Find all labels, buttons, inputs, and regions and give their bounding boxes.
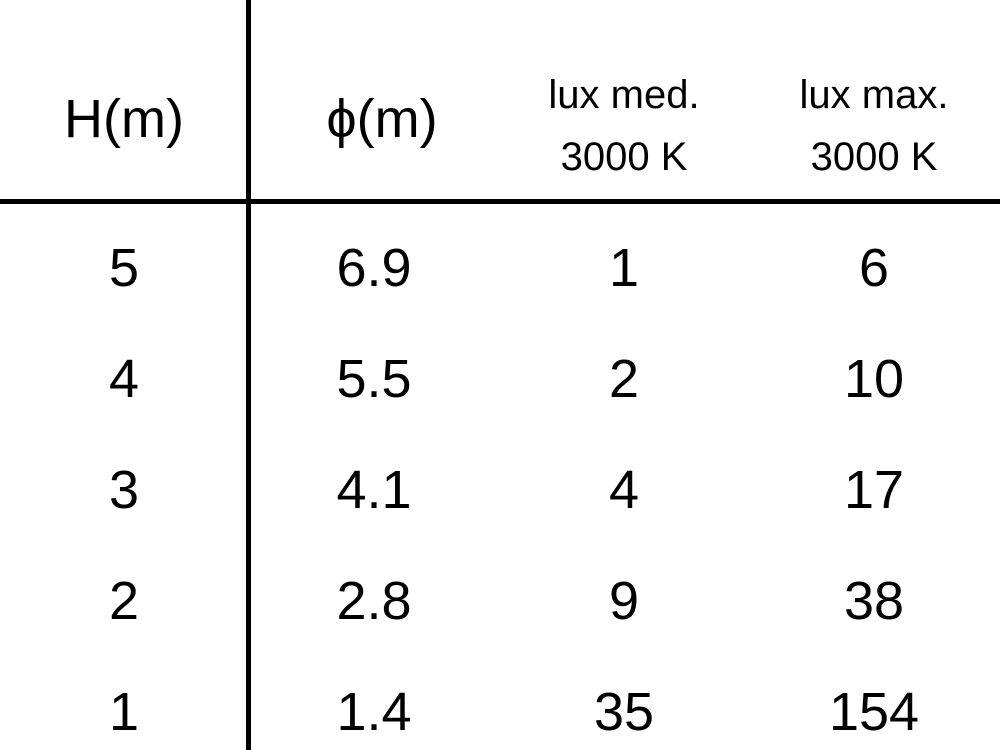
table-cell: 1.4: [336, 682, 412, 742]
table-cell: 1: [108, 682, 140, 742]
header-lux-med: lux med. 3000 K: [548, 64, 699, 188]
table-cell: 4: [608, 460, 640, 520]
table-cell: 10: [843, 349, 905, 409]
header-lux-med-line2: 3000 K: [560, 135, 688, 179]
table-cell: 35: [593, 682, 655, 742]
table-cell: 5: [108, 238, 140, 298]
table-cell: 5.5: [336, 349, 412, 409]
table-cell: 3: [108, 460, 140, 520]
header-lux-max: lux max. 3000 K: [800, 64, 949, 188]
table-cell: 1: [608, 238, 640, 298]
table-cell: 17: [843, 460, 905, 520]
column-divider: [246, 0, 251, 750]
table-cell: 9: [608, 571, 640, 631]
table-cell: 38: [843, 571, 905, 631]
table-cell: 2.8: [336, 571, 412, 631]
table-cell: 2: [108, 571, 140, 631]
table-cell: 4: [108, 349, 140, 409]
table-cell: 6.9: [336, 238, 412, 298]
table-cell: 6: [858, 238, 890, 298]
header-lux-max-line2: 3000 K: [810, 135, 938, 179]
header-diameter: ϕ(m): [326, 89, 438, 149]
header-lux-med-line1: lux med.: [548, 73, 700, 117]
header-lux-max-line1: lux max.: [799, 73, 949, 117]
table-cell: 4.1: [336, 460, 412, 520]
header-divider: [0, 199, 1000, 204]
header-height: H(m): [64, 89, 184, 149]
table-cell: 2: [608, 349, 640, 409]
table-cell: 154: [828, 682, 920, 742]
